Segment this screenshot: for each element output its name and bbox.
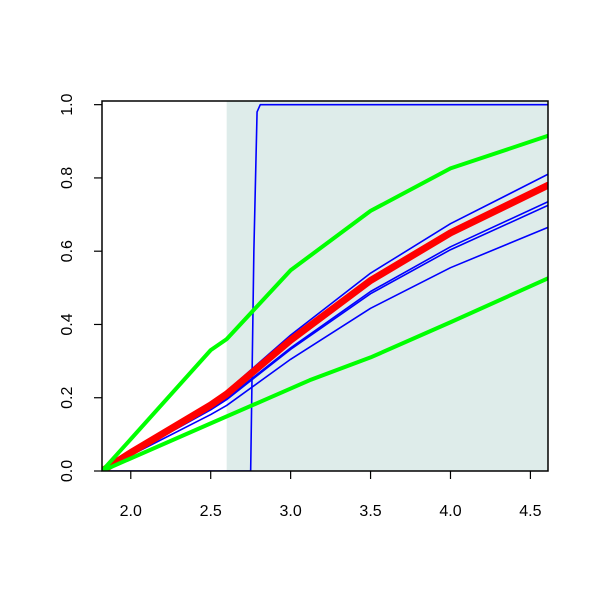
x-tick-label: 4.5 — [519, 503, 541, 520]
series-line — [102, 103, 548, 471]
y-tick-label: 1.0 — [59, 93, 76, 115]
series-line — [102, 181, 548, 471]
plot-frame — [101, 100, 549, 472]
series-line — [102, 133, 548, 471]
axes: 2.0 2.5 3.0 3.5 4.0 4.5 0.0 0.2 0.4 0.6 0.8 1.0 — [59, 93, 549, 520]
x-tick-label: 2.5 — [200, 503, 222, 520]
y-tick-label: 0.8 — [59, 167, 76, 189]
y-tick-label: 0.0 — [59, 460, 76, 482]
series-line — [102, 276, 548, 471]
shaded-region — [226, 101, 548, 471]
x-tick-label: 3.5 — [359, 503, 381, 520]
y-tick-label: 0.6 — [59, 240, 76, 262]
x-tick-label: 3.0 — [280, 503, 302, 520]
y-tick-label: 0.2 — [59, 387, 76, 409]
y-tick-label: 0.4 — [59, 313, 76, 335]
x-tick-label: 4.0 — [439, 503, 461, 520]
plot-area — [102, 101, 548, 471]
x-tick-label: 2.0 — [120, 503, 142, 520]
